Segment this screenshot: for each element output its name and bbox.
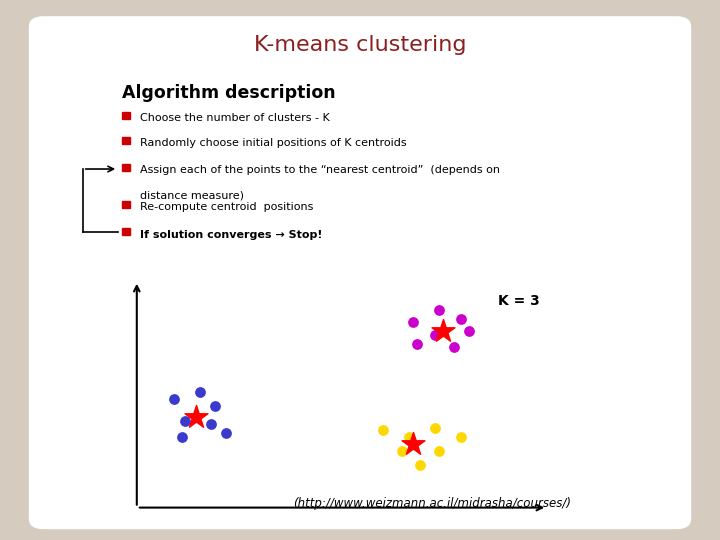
Point [210,401,221,410]
Text: If solution converges → Stop!: If solution converges → Stop! [140,230,323,240]
Point [456,315,467,323]
Bar [122,164,130,171]
Point [430,331,441,340]
Point [433,306,445,315]
Text: Randomly choose initial positions of K centroids: Randomly choose initial positions of K c… [140,138,407,148]
Point [456,433,467,442]
Point [433,447,445,455]
Point [407,440,418,448]
Text: Choose the number of clusters - K: Choose the number of clusters - K [140,113,330,124]
Text: K = 3: K = 3 [498,294,540,308]
Point [191,413,202,421]
Point [407,318,418,326]
Bar [122,112,130,119]
Text: Re-compute centroid  positions: Re-compute centroid positions [140,202,314,213]
Text: Assign each of the points to the “nearest centroid”  (depends on: Assign each of the points to the “neares… [140,165,500,175]
Point [396,447,408,455]
Text: distance measure): distance measure) [140,191,244,201]
Point [437,326,449,335]
Point [411,340,423,349]
Point [415,460,426,469]
FancyBboxPatch shape [29,16,691,529]
Point [194,388,206,396]
Point [179,417,191,426]
Text: K-means clustering: K-means clustering [253,35,467,55]
Point [220,428,232,437]
Point [430,424,441,433]
Bar [122,201,130,208]
Point [168,394,180,403]
Point [448,342,459,351]
Bar [122,228,130,235]
Bar [122,137,130,144]
Text: Algorithm description: Algorithm description [122,84,336,102]
Point [176,433,187,442]
Point [377,426,389,435]
Point [463,326,474,335]
Point [403,433,415,442]
Point [206,420,217,428]
Text: (http://www.weizmann.ac.il/midrasha/courses/): (http://www.weizmann.ac.il/midrasha/cour… [293,497,571,510]
